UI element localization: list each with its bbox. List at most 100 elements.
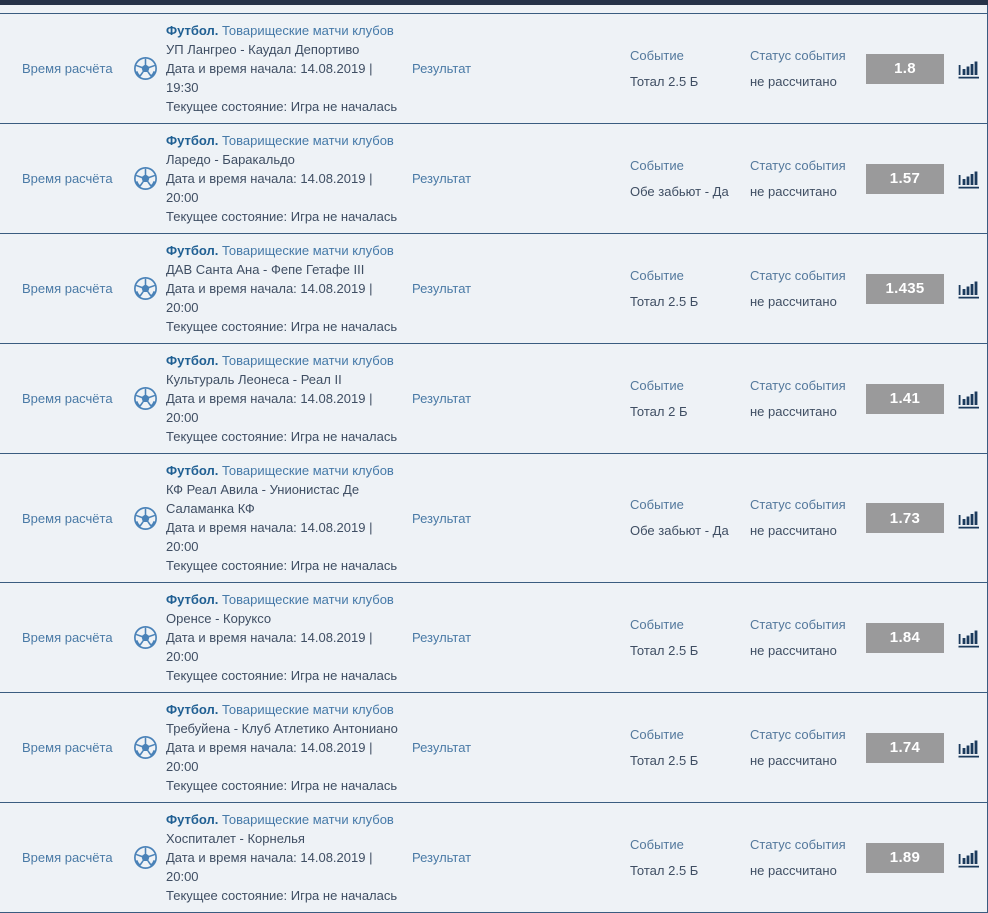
match-name: Требуйена - Клуб Атлетико Антониано [166, 721, 398, 736]
current-state-line: Текущее состояние: Игра не началась [166, 778, 398, 793]
status-label: Статус события [750, 377, 846, 393]
chart-cell [950, 241, 987, 336]
start-datetime-line: Дата и время начала: 14.08.2019 | 20:00 [166, 740, 373, 774]
match-name: Ларедо - Баракальдо [166, 152, 295, 167]
status-value: не рассчитано [750, 293, 837, 309]
sport-icon-cell [133, 461, 166, 575]
odds-history-chart-icon[interactable] [958, 627, 979, 648]
odds-cell: 1.89 [866, 810, 950, 905]
result-label: Результат [412, 391, 472, 406]
settlement-time-cell: Время расчёта [0, 21, 133, 116]
football-icon [133, 386, 158, 411]
tournament-name: Товарищеские матчи клубов [222, 23, 394, 38]
odds-cell: 1.57 [866, 131, 950, 226]
result-cell: Результат [406, 21, 630, 116]
start-datetime-line: Дата и время начала: 14.08.2019 | 20:00 [166, 630, 373, 664]
start-datetime-line: Дата и время начала: 14.08.2019 | 20:00 [166, 281, 373, 315]
tournament-name: Товарищеские матчи клубов [222, 463, 394, 478]
status-label: Статус события [750, 267, 846, 283]
odds-history-chart-icon[interactable] [958, 58, 979, 79]
sport-icon-cell [133, 241, 166, 336]
bet-rows-container: Время расчёта [0, 13, 987, 913]
tournament-name: Товарищеские матчи клубов [222, 812, 394, 827]
odds-badge: 1.8 [866, 53, 944, 84]
bets-list: Время расчёта [0, 5, 988, 913]
odds-badge: 1.435 [866, 273, 944, 304]
sport-category-line: Футбол. Товарищеские матчи клубов [166, 21, 406, 40]
result-label: Результат [412, 281, 472, 296]
current-state-line: Текущее состояние: Игра не началась [166, 668, 398, 683]
event-label: Событие [630, 47, 684, 63]
current-state-line: Текущее состояние: Игра не началась [166, 99, 398, 114]
match-info-cell: Футбол. Товарищеские матчи клубов УП Лан… [166, 21, 406, 116]
odds-history-chart-icon[interactable] [958, 168, 979, 189]
event-label: Событие [630, 377, 684, 393]
match-name: КФ Реал Авила - Унионистас Де Саламанка … [166, 482, 360, 516]
start-datetime-line: Дата и время начала: 14.08.2019 | 19:30 [166, 61, 373, 95]
football-icon [133, 276, 158, 301]
football-icon [133, 506, 158, 531]
result-cell: Результат [406, 810, 630, 905]
result-cell: Результат [406, 461, 630, 575]
event-cell: Событие Тотал 2.5 Б [630, 21, 750, 116]
status-cell: Статус события не рассчитано [750, 21, 866, 116]
sport-category-line: Футбол. Товарищеские матчи клубов [166, 700, 406, 719]
settlement-time-cell: Время расчёта [0, 700, 133, 795]
odds-history-chart-icon[interactable] [958, 508, 979, 529]
current-state-line: Текущее состояние: Игра не началась [166, 429, 398, 444]
tournament-name: Товарищеские матчи клубов [222, 133, 394, 148]
event-value: Тотал 2 Б [630, 403, 688, 419]
odds-history-chart-icon[interactable] [958, 737, 979, 758]
result-label: Результат [412, 850, 472, 865]
event-value: Тотал 2.5 Б [630, 752, 699, 768]
status-value: не рассчитано [750, 862, 837, 878]
odds-history-chart-icon[interactable] [958, 847, 979, 868]
event-label: Событие [630, 497, 684, 512]
status-label: Статус события [750, 47, 846, 63]
sport-icon-cell [133, 700, 166, 795]
match-name: ДАВ Санта Ана - Фепе Гетафе III [166, 262, 365, 277]
bet-row: Время расчёта [0, 233, 987, 343]
status-value: не рассчитано [750, 183, 837, 199]
settlement-time-cell: Время расчёта [0, 351, 133, 446]
match-info-cell: Футбол. Товарищеские матчи клубов ДАВ Са… [166, 241, 406, 336]
odds-history-chart-icon[interactable] [958, 388, 979, 409]
status-value: не рассчитано [750, 73, 837, 89]
odds-cell: 1.84 [866, 590, 950, 685]
status-value: не рассчитано [750, 752, 837, 768]
sport-name: Футбол. [166, 592, 219, 607]
sport-name: Футбол. [166, 353, 219, 368]
result-label: Результат [412, 630, 472, 645]
football-icon [133, 166, 158, 191]
status-cell: Статус события не рассчитано [750, 351, 866, 446]
settlement-time-label: Время расчёта [22, 61, 113, 76]
settlement-time-cell: Время расчёта [0, 810, 133, 905]
chart-cell [950, 461, 987, 575]
match-name: Оренсе - Коруксо [166, 611, 272, 626]
sport-icon-cell [133, 590, 166, 685]
status-cell: Статус события не рассчитано [750, 700, 866, 795]
football-icon [133, 845, 158, 870]
result-cell: Результат [406, 131, 630, 226]
odds-badge: 1.41 [866, 383, 944, 414]
event-value: Тотал 2.5 Б [630, 642, 699, 658]
sport-name: Футбол. [166, 812, 219, 827]
event-value: Тотал 2.5 Б [630, 862, 699, 878]
match-info-cell: Футбол. Товарищеские матчи клубов Хоспит… [166, 810, 406, 905]
sport-name: Футбол. [166, 133, 219, 148]
match-name: Хоспиталет - Корнелья [166, 831, 305, 846]
event-cell: Событие Тотал 2.5 Б [630, 810, 750, 905]
bet-row: Время расчёта [0, 343, 987, 453]
odds-badge: 1.57 [866, 163, 944, 194]
chart-cell [950, 131, 987, 226]
football-icon [133, 735, 158, 760]
match-name: Культураль Леонеса - Реал II [166, 372, 342, 387]
sport-name: Футбол. [166, 23, 219, 38]
chart-cell [950, 810, 987, 905]
sport-category-line: Футбол. Товарищеские матчи клубов [166, 241, 406, 260]
result-cell: Результат [406, 700, 630, 795]
sport-icon-cell [133, 351, 166, 446]
odds-history-chart-icon[interactable] [958, 278, 979, 299]
event-cell: Событие Обе забьют - Да [630, 131, 750, 226]
start-datetime-line: Дата и время начала: 14.08.2019 | 20:00 [166, 391, 373, 425]
